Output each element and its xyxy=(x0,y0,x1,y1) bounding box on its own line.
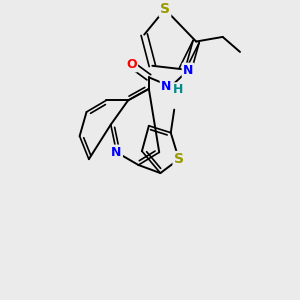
Text: H: H xyxy=(172,83,183,97)
Text: N: N xyxy=(161,80,171,93)
Text: N: N xyxy=(111,146,122,159)
Text: N: N xyxy=(183,64,193,77)
Text: O: O xyxy=(126,58,137,71)
Text: S: S xyxy=(174,152,184,166)
Text: S: S xyxy=(160,2,170,16)
